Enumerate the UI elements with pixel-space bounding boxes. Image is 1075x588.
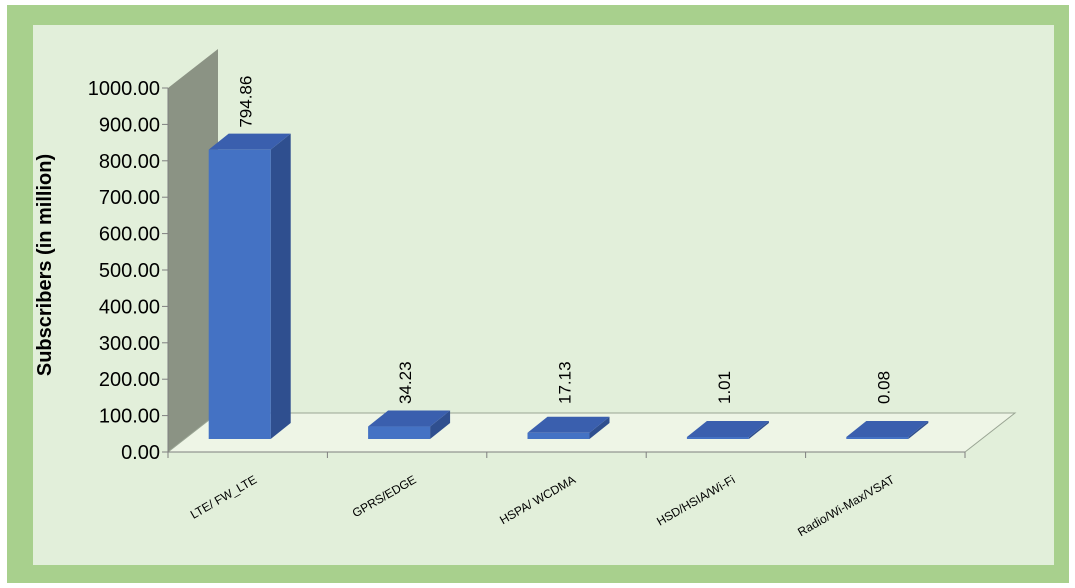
bar-front — [846, 437, 909, 439]
bar-top — [686, 421, 769, 437]
bar — [846, 421, 929, 439]
data-label: 794.86 — [237, 76, 256, 128]
bar-side — [430, 410, 451, 439]
bar-front — [208, 149, 271, 439]
x-tick-label: Radio/Wi-Max/VSAT — [795, 472, 897, 539]
y-tick-label: 1000.00 — [88, 78, 160, 100]
data-label: 0.08 — [874, 371, 893, 404]
y-tick-label: 400.00 — [99, 296, 160, 318]
bar-side — [270, 133, 291, 439]
x-tick-label: HSD/HSIA/Wi-Fi — [654, 472, 737, 528]
bar-side — [589, 416, 610, 439]
data-label: 17.13 — [556, 361, 575, 404]
data-label: 1.01 — [715, 371, 734, 404]
y-tick-label: 800.00 — [99, 151, 160, 173]
y-tick-label: 200.00 — [99, 369, 160, 391]
bar-top — [846, 421, 929, 437]
x-tick-label: GPRS/EDGE — [350, 472, 419, 520]
back-wall — [168, 49, 218, 452]
bar-top — [368, 410, 451, 427]
bar — [686, 421, 769, 439]
y-tick-label: 500.00 — [99, 260, 160, 282]
bar-side — [908, 421, 929, 439]
bar-front — [686, 437, 749, 439]
bar — [368, 410, 451, 439]
bar — [208, 133, 291, 439]
y-tick-label: 100.00 — [99, 406, 160, 428]
bar-top — [527, 416, 610, 433]
bar — [527, 416, 610, 439]
x-tick-label: LTE/ FW_LTE — [188, 472, 259, 521]
y-tick-label: 900.00 — [99, 114, 160, 136]
y-tick-label: 300.00 — [99, 333, 160, 355]
bar-top — [208, 133, 291, 150]
bar-side — [748, 421, 769, 439]
y-tick-label: 700.00 — [99, 187, 160, 209]
y-tick-label: 600.00 — [99, 224, 160, 246]
bar-front — [527, 432, 590, 439]
y-axis-label: Subscribers (in million) — [34, 154, 56, 376]
bar-front — [368, 426, 431, 439]
x-tick-label: HSPA/ WCDMA — [497, 472, 578, 527]
y-tick-label: 0.00 — [121, 442, 160, 464]
data-label: 34.23 — [396, 361, 415, 404]
